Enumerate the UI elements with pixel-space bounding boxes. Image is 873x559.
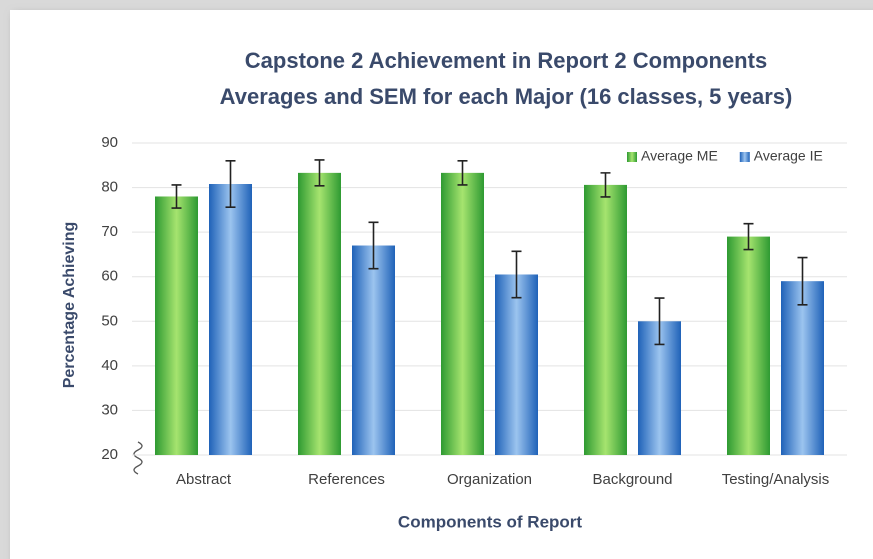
x-tick-label: Organization bbox=[447, 471, 532, 488]
bar bbox=[495, 274, 538, 455]
y-tick-label: 30 bbox=[101, 401, 118, 418]
y-tick-label: 40 bbox=[101, 357, 118, 374]
y-tick-label: 80 bbox=[101, 179, 118, 196]
bar bbox=[781, 281, 824, 455]
error-bar bbox=[797, 256, 808, 306]
y-tick-label: 90 bbox=[101, 134, 118, 151]
legend-label: Average IE bbox=[754, 148, 823, 164]
y-tick-label: 60 bbox=[101, 268, 118, 285]
bar bbox=[298, 172, 341, 455]
axis-break bbox=[133, 441, 143, 475]
chart-title: Capstone 2 Achievement in Report 2 Compo… bbox=[245, 48, 767, 73]
error-bar bbox=[368, 221, 379, 270]
y-tick-label: 50 bbox=[101, 312, 118, 329]
chart-subtitle: Averages and SEM for each Major (16 clas… bbox=[220, 84, 793, 109]
error-bar bbox=[171, 184, 182, 209]
x-tick-label: Abstract bbox=[176, 471, 232, 488]
y-tick-label: 20 bbox=[101, 446, 118, 463]
error-bar bbox=[743, 222, 754, 251]
y-tick-label: 70 bbox=[101, 223, 118, 240]
legend-swatch bbox=[627, 152, 637, 162]
error-bar bbox=[314, 159, 325, 187]
bar bbox=[352, 245, 395, 455]
bar bbox=[155, 196, 198, 455]
error-bar bbox=[654, 297, 665, 346]
bar bbox=[441, 172, 484, 455]
x-tick-label: Background bbox=[592, 471, 672, 488]
y-axis-label: Percentage Achieving bbox=[61, 222, 78, 389]
error-bar bbox=[600, 172, 611, 198]
bar bbox=[727, 236, 770, 455]
bar bbox=[584, 184, 627, 455]
legend-label: Average ME bbox=[641, 148, 718, 164]
x-axis-label: Components of Report bbox=[398, 512, 582, 531]
bar bbox=[209, 184, 252, 455]
x-tick-label: References bbox=[308, 471, 385, 488]
error-bar bbox=[511, 250, 522, 299]
x-tick-label: Testing/Analysis bbox=[722, 471, 830, 488]
error-bar bbox=[457, 160, 468, 186]
error-bar bbox=[225, 160, 236, 208]
legend-swatch bbox=[739, 152, 750, 162]
